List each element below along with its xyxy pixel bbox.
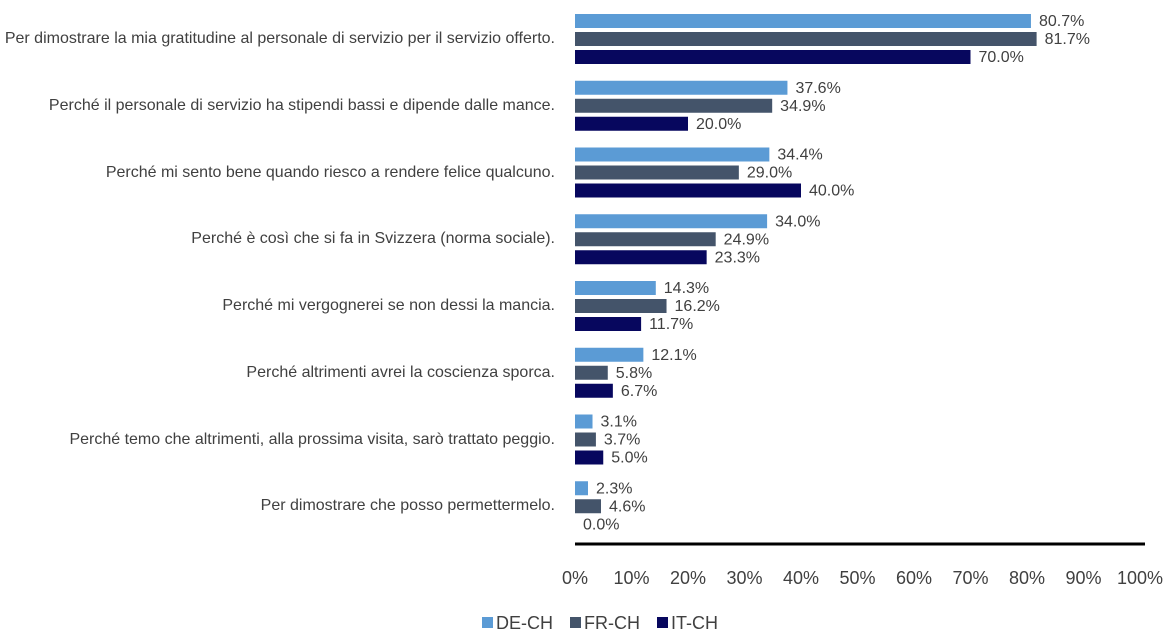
bar xyxy=(575,214,768,229)
bar xyxy=(575,281,656,295)
x-tick-label: 30% xyxy=(726,568,762,588)
bar xyxy=(575,383,613,398)
value-label: 20.0% xyxy=(696,116,741,133)
bar xyxy=(575,183,801,198)
category-label: Per dimostrare che posso permettermelo. xyxy=(260,497,555,515)
value-label: 34.0% xyxy=(775,213,820,230)
category-label: Perché altrimenti avrei la coscienza spo… xyxy=(246,363,555,381)
value-label: 24.9% xyxy=(724,231,769,248)
value-label: 23.3% xyxy=(715,249,760,266)
bar xyxy=(575,481,588,496)
x-tick-label: 50% xyxy=(839,568,875,588)
value-label: 16.2% xyxy=(675,298,720,315)
legend-swatch xyxy=(482,617,493,628)
value-label: 14.3% xyxy=(664,280,709,297)
bar xyxy=(575,299,667,313)
category-label: Per dimostrare la mia gratitudine al per… xyxy=(4,30,555,47)
category-label: Perché temo che altrimenti, alla prossim… xyxy=(69,430,555,448)
bar xyxy=(575,14,1031,28)
legend-label: FR-CH xyxy=(584,613,640,633)
value-label: 6.7% xyxy=(621,383,657,400)
value-label: 4.6% xyxy=(609,498,645,515)
bar xyxy=(575,250,707,265)
bar xyxy=(575,147,770,162)
x-tick-label: 90% xyxy=(1065,568,1101,588)
x-tick-label: 70% xyxy=(952,568,988,588)
x-tick-label: 40% xyxy=(783,568,819,588)
value-label: 40.0% xyxy=(809,183,854,200)
x-tick-label: 10% xyxy=(613,568,649,588)
value-label: 29.0% xyxy=(747,165,792,182)
bar xyxy=(575,317,642,331)
legend-swatch xyxy=(570,617,581,628)
value-label: 34.9% xyxy=(780,98,825,115)
value-label: 5.8% xyxy=(616,365,652,382)
value-label: 5.0% xyxy=(611,450,647,467)
value-label: 70.0% xyxy=(979,49,1024,66)
category-label: Perché mi sento bene quando riesco a ren… xyxy=(105,163,555,181)
value-label: 11.7% xyxy=(649,316,693,333)
bar xyxy=(575,32,1037,46)
bar xyxy=(575,80,788,95)
bar xyxy=(575,50,971,64)
bar xyxy=(575,165,739,180)
value-label: 3.7% xyxy=(604,432,640,449)
value-label: 0.0% xyxy=(583,516,619,533)
x-tick-label: 0% xyxy=(562,568,588,588)
x-tick-label: 80% xyxy=(1009,568,1045,588)
category-label: Perché è così che si fa in Svizzera (nor… xyxy=(191,230,555,248)
legend-label: IT-CH xyxy=(671,613,718,633)
bar xyxy=(575,432,596,447)
bar xyxy=(575,450,604,465)
value-label: 34.4% xyxy=(777,147,822,164)
bar xyxy=(575,98,773,113)
value-label: 3.1% xyxy=(601,414,637,431)
value-label: 80.7% xyxy=(1039,13,1084,30)
bar xyxy=(575,499,601,514)
x-tick-label: 20% xyxy=(670,568,706,588)
value-label: 81.7% xyxy=(1045,31,1090,48)
x-tick-label: 100% xyxy=(1117,568,1163,588)
legend-swatch xyxy=(657,617,668,628)
value-label: 2.3% xyxy=(596,480,632,497)
category-label: Perché il personale di servizio ha stipe… xyxy=(48,96,555,114)
bar xyxy=(575,232,716,247)
value-label: 37.6% xyxy=(795,80,840,97)
bar xyxy=(575,365,608,380)
category-label: Perché mi vergognerei se non dessi la ma… xyxy=(222,297,555,314)
bar xyxy=(575,347,644,362)
bar xyxy=(575,116,688,131)
x-tick-label: 60% xyxy=(896,568,932,588)
value-label: 12.1% xyxy=(651,347,696,364)
legend-label: DE-CH xyxy=(496,613,553,633)
bar xyxy=(575,414,593,429)
